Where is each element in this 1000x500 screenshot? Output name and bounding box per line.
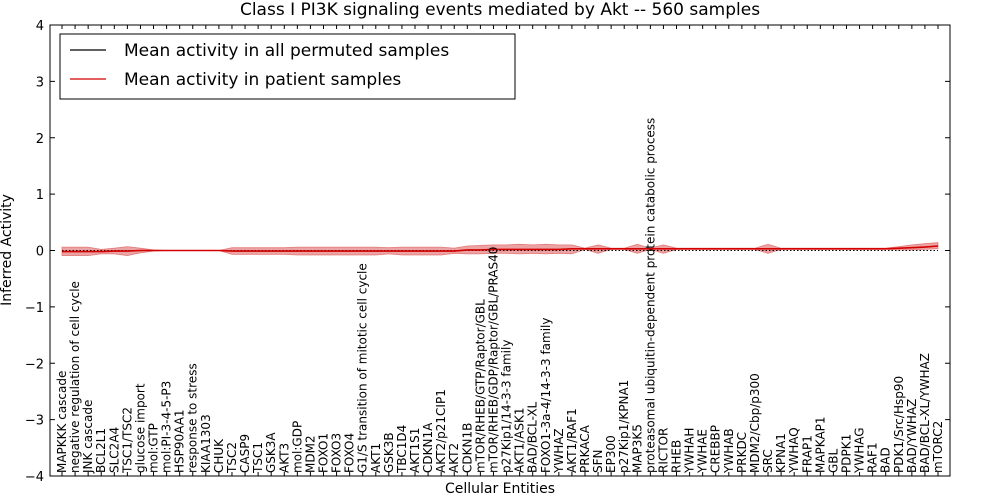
entity-label: FOXO1-3a-4/14-3-3 family <box>539 318 553 474</box>
entity-label: AKT3 <box>277 443 291 473</box>
legend-box <box>59 33 516 100</box>
entity-label: glucose import <box>133 383 147 473</box>
entity-label: BAD/YWHAZ <box>905 399 919 473</box>
entity-label: BCL2L1 <box>94 428 108 473</box>
y-tick-label: 3 <box>36 75 44 90</box>
entity-label: MDM2/Cbp/p300 <box>748 373 762 473</box>
entity-label: p27Kip1/14-3-3 family <box>500 340 514 473</box>
entity-label: PDK1/Src/Hsp90 <box>892 376 906 473</box>
chart-title: Class I PI3K signaling events mediated b… <box>240 0 760 20</box>
entity-label: proteasomal ubiquitin-dependent protein … <box>643 118 657 473</box>
entity-label: G1/S transition of mitotic cell cycle <box>356 263 370 473</box>
y-tick-label: 2 <box>36 132 44 147</box>
entity-label: GSK3B <box>382 432 396 473</box>
entity-label: FOXO1 <box>317 433 331 473</box>
entity-label: HSP90AA1 <box>173 409 187 473</box>
entity-label: SLC2A4 <box>107 427 121 473</box>
entity-label: BAD <box>879 447 893 473</box>
entity-label: YWHAQ <box>787 427 801 474</box>
entity-label: YWHAZ <box>552 428 566 474</box>
entity-label: mol:GDP <box>290 421 304 473</box>
entity-label: AKT1/RAF1 <box>565 408 579 473</box>
entity-label: PRKDC <box>735 432 749 473</box>
entity-label: TBC1D4 <box>395 425 409 474</box>
entity-label: negative regulation of cell cycle <box>68 281 82 473</box>
entity-label: RAF1 <box>866 442 880 473</box>
entity-label: PDPK1 <box>840 434 854 473</box>
entity-label: MAP3K5 <box>630 424 644 473</box>
entity-label: JNK cascade <box>81 400 95 474</box>
entity-label: CHUK <box>212 438 226 473</box>
entity-label: SFN <box>591 450 605 474</box>
entity-label: RHEB <box>670 440 684 473</box>
entity-label: AKT2 <box>447 443 461 473</box>
entity-label: TSC1 <box>251 442 265 474</box>
y-tick-label: 1 <box>36 188 44 203</box>
entity-label: RICTOR <box>656 428 670 473</box>
entity-label: MDM2 <box>303 435 317 473</box>
entity-label: mol:GTP <box>147 423 161 473</box>
y-tick-label: −1 <box>25 301 44 316</box>
entity-label: YWHAG <box>853 427 867 474</box>
y-tick-label: 4 <box>36 19 44 34</box>
x-axis: MAPKKK cascade negative regulation of cel… <box>55 25 945 476</box>
entity-label: EP300 <box>604 435 618 473</box>
entity-label: FRAP1 <box>800 435 814 473</box>
entity-label: CDKN1A <box>421 422 435 473</box>
entity-label: FOXO4 <box>343 433 357 473</box>
entity-label: BAD/BCL-XL <box>526 401 540 473</box>
y-tick-label: 0 <box>36 245 44 260</box>
y-tick-label: −3 <box>25 414 44 429</box>
entity-label: mol:PI-3-4-5-P3 <box>160 381 174 473</box>
entity-label: KPNA1 <box>774 433 788 473</box>
series-line-patient <box>62 245 939 253</box>
entity-label: mTOR/RHEB/GDP/Raptor/GBL/PRAS40 <box>487 247 501 473</box>
legend-label-patient: Mean activity in patient samples <box>124 70 401 90</box>
entity-label: KIAA1303 <box>199 414 213 473</box>
entity-label: response to stress <box>186 363 200 473</box>
entity-label: mTORC2 <box>931 421 945 473</box>
entity-label: PRKACA <box>578 424 592 473</box>
y-axis-label: Inferred Activity <box>0 194 15 306</box>
y-tick-label: −4 <box>25 470 44 485</box>
entity-label: FOXO3 <box>330 433 344 473</box>
entity-label: MAPKAP1 <box>813 416 827 473</box>
entity-label: YWHAE <box>696 429 710 474</box>
entity-label: MAPKKK cascade <box>55 371 69 473</box>
entity-label: TSC1/TSC2 <box>120 407 134 474</box>
legend-label-permuted: Mean activity in all permuted samples <box>124 41 449 61</box>
entity-label: AKT2/p21CIP1 <box>434 389 448 473</box>
entity-label: AKT1S1 <box>408 428 422 473</box>
y-axis: −4 −3 −2 −1 0 1 2 3 4 <box>25 19 950 485</box>
entity-label: YWHAH <box>683 428 697 474</box>
entity-label: GSK3A <box>264 432 278 473</box>
entity-label: CREBBP <box>709 425 723 473</box>
y-tick-label: −2 <box>25 357 44 372</box>
line-layer <box>62 245 939 253</box>
entity-label: GBL <box>826 448 840 473</box>
entity-label: SRC <box>761 449 775 473</box>
entity-label: AKT1 <box>369 443 383 473</box>
entity-label: BAD/BCL-XL/YWHAZ <box>918 353 932 473</box>
entity-label: YWHAB <box>722 428 736 474</box>
entity-label: mTOR/RHEB/GTP/Raptor/GBL <box>473 299 487 473</box>
entity-label: TSC2 <box>225 442 239 474</box>
x-axis-label: Cellular Entities <box>445 481 555 497</box>
entity-label: CDKN1B <box>460 423 474 473</box>
legend: Mean activity in all permuted samples Me… <box>59 33 516 100</box>
entity-label: CASP9 <box>238 434 252 473</box>
entity-label: p27Kip1/KPNA1 <box>617 380 631 473</box>
entity-label: AKT1/ASK1 <box>513 408 527 473</box>
